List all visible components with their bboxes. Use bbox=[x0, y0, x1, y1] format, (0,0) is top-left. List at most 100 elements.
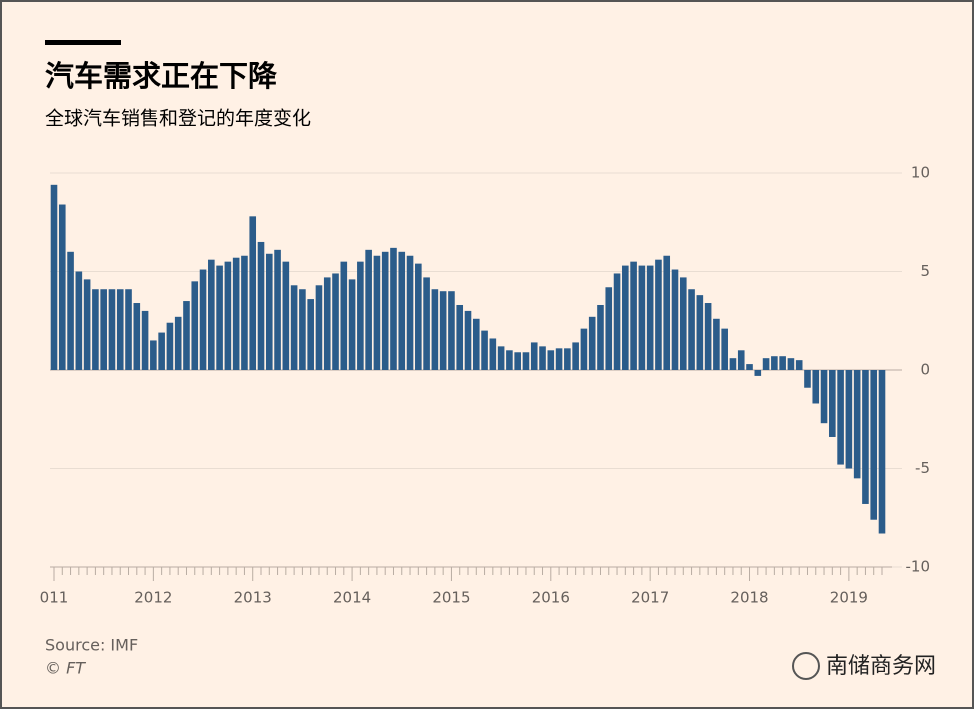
x-tick-label: 2014 bbox=[333, 589, 371, 607]
bar bbox=[754, 370, 762, 376]
watermark: 南储商务网 bbox=[826, 654, 936, 679]
x-tick-label: 011 bbox=[40, 589, 69, 607]
bar bbox=[183, 301, 190, 370]
y-tick-label: -5 bbox=[915, 459, 930, 477]
wechat-icon bbox=[792, 652, 820, 680]
bar bbox=[679, 277, 687, 370]
bar bbox=[282, 261, 290, 370]
x-tick-label: 2015 bbox=[432, 589, 470, 607]
bar bbox=[630, 261, 637, 370]
bar bbox=[870, 370, 878, 520]
bar bbox=[530, 342, 538, 370]
bar bbox=[158, 332, 165, 370]
bar bbox=[580, 328, 588, 370]
bar bbox=[365, 249, 372, 370]
bar bbox=[92, 289, 99, 370]
chart-title: 汽车需求正在下降 bbox=[45, 59, 278, 93]
bar bbox=[663, 255, 671, 370]
bar bbox=[83, 279, 91, 370]
bar bbox=[75, 271, 83, 370]
bar bbox=[224, 261, 232, 370]
bar bbox=[472, 318, 480, 370]
bar bbox=[307, 299, 314, 370]
bar bbox=[804, 370, 811, 388]
bar bbox=[199, 269, 207, 370]
bar bbox=[357, 261, 364, 370]
bar bbox=[274, 249, 281, 370]
bar bbox=[547, 350, 555, 370]
x-tick-label: 2017 bbox=[631, 589, 669, 607]
bar bbox=[564, 348, 571, 370]
bar bbox=[597, 304, 604, 370]
source: Source: IMF bbox=[45, 636, 138, 655]
bar bbox=[522, 352, 530, 370]
bar bbox=[439, 291, 447, 370]
bar bbox=[588, 316, 596, 370]
bar bbox=[398, 251, 406, 370]
bar bbox=[116, 289, 124, 370]
bar bbox=[166, 322, 174, 370]
bar bbox=[771, 356, 778, 370]
x-tick-label: 2018 bbox=[730, 589, 768, 607]
bar bbox=[323, 277, 331, 370]
bar bbox=[555, 348, 563, 370]
x-tick-label: 2016 bbox=[532, 589, 570, 607]
bar bbox=[208, 259, 215, 370]
y-tick-label: 0 bbox=[920, 361, 930, 379]
bar bbox=[878, 370, 886, 534]
bar bbox=[456, 304, 464, 370]
y-tick-label: 10 bbox=[911, 164, 930, 182]
bar bbox=[464, 310, 472, 370]
bar bbox=[257, 241, 265, 370]
bar bbox=[853, 370, 861, 479]
x-tick-label: 2012 bbox=[134, 589, 172, 607]
bar bbox=[265, 253, 273, 370]
bar bbox=[481, 330, 488, 370]
bar bbox=[762, 358, 770, 370]
bar bbox=[431, 289, 439, 370]
bar bbox=[50, 184, 58, 370]
bar bbox=[737, 350, 745, 370]
bar bbox=[795, 360, 803, 370]
bar bbox=[315, 285, 323, 370]
x-tick-label: 2013 bbox=[234, 589, 272, 607]
bar bbox=[191, 281, 199, 370]
x-tick-label: 2019 bbox=[830, 589, 868, 607]
bar bbox=[348, 279, 356, 370]
bar bbox=[390, 247, 397, 370]
bar bbox=[381, 251, 389, 370]
bar bbox=[174, 316, 182, 370]
bar bbox=[506, 350, 513, 370]
bar bbox=[406, 255, 414, 370]
bar bbox=[613, 273, 621, 370]
bar bbox=[415, 263, 422, 370]
bar bbox=[721, 328, 728, 370]
bar bbox=[249, 216, 257, 370]
bar bbox=[646, 265, 654, 370]
bar bbox=[58, 204, 66, 370]
y-tick-label: -10 bbox=[906, 558, 931, 576]
credit: © FT bbox=[45, 659, 86, 678]
bar bbox=[820, 370, 828, 424]
bar bbox=[100, 289, 107, 370]
chart-subtitle: 全球汽车销售和登记的年度变化 bbox=[45, 108, 311, 130]
bar bbox=[539, 346, 546, 370]
bar bbox=[497, 346, 505, 370]
bar bbox=[704, 303, 712, 370]
bar bbox=[671, 269, 679, 370]
bar bbox=[299, 289, 306, 370]
bar bbox=[713, 318, 720, 370]
bar bbox=[829, 370, 836, 437]
bar bbox=[787, 358, 795, 370]
bar bbox=[489, 338, 497, 370]
title-bar bbox=[45, 40, 121, 45]
bar bbox=[340, 261, 348, 370]
bar bbox=[862, 370, 869, 504]
bar bbox=[622, 265, 629, 370]
bar bbox=[67, 251, 74, 370]
bar bbox=[696, 295, 704, 370]
bar bbox=[779, 356, 786, 370]
bar bbox=[108, 289, 116, 370]
bar bbox=[423, 277, 430, 370]
